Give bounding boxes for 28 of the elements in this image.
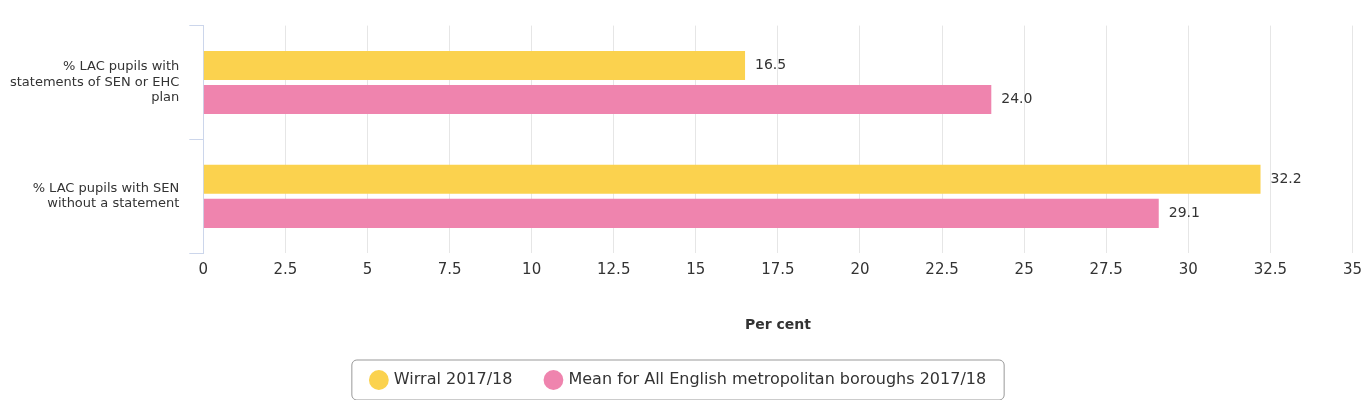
x-tick-label: 5 [362,260,373,279]
x-tick-label: 27.5 [1089,260,1123,279]
x-tick-label: 17.5 [761,260,795,279]
x-tick-label: 25 [1014,260,1034,279]
x-tick-label: 32.5 [1253,260,1288,279]
x-axis-title: Per cent [744,316,812,333]
x-tick-label: 12.5 [597,260,631,279]
x-tick-label: 22.5 [925,260,959,279]
bar [203,164,1261,194]
legend-label: Mean for All English metropolitan boroughs 2017/18 [568,369,987,389]
bar [203,85,992,115]
y-tick-label: % LAC pupils with SEN without a statement [32,179,180,211]
bar [203,50,746,80]
x-tick-label: 10 [522,260,542,279]
y-tick-label: % LAC pupils with statements of SEN or EHC plan [9,58,180,105]
x-tick-label: 20 [850,260,870,279]
x-tick-label: 2.5 [273,260,298,279]
x-tick-label: 30 [1178,260,1198,279]
legend-label: Wirral 2017/18 [393,369,513,389]
x-tick-label: 35 [1342,260,1362,279]
bar [203,198,1159,228]
data-label: 16.5 [755,56,787,73]
data-label: 32.2 [1270,169,1302,186]
data-label: 29.1 [1168,204,1200,221]
data-label: 24.0 [1001,90,1033,107]
x-tick-label: 0 [198,260,209,279]
x-tick-label: 7.5 [437,260,462,279]
x-tick-label: 15 [686,260,706,279]
